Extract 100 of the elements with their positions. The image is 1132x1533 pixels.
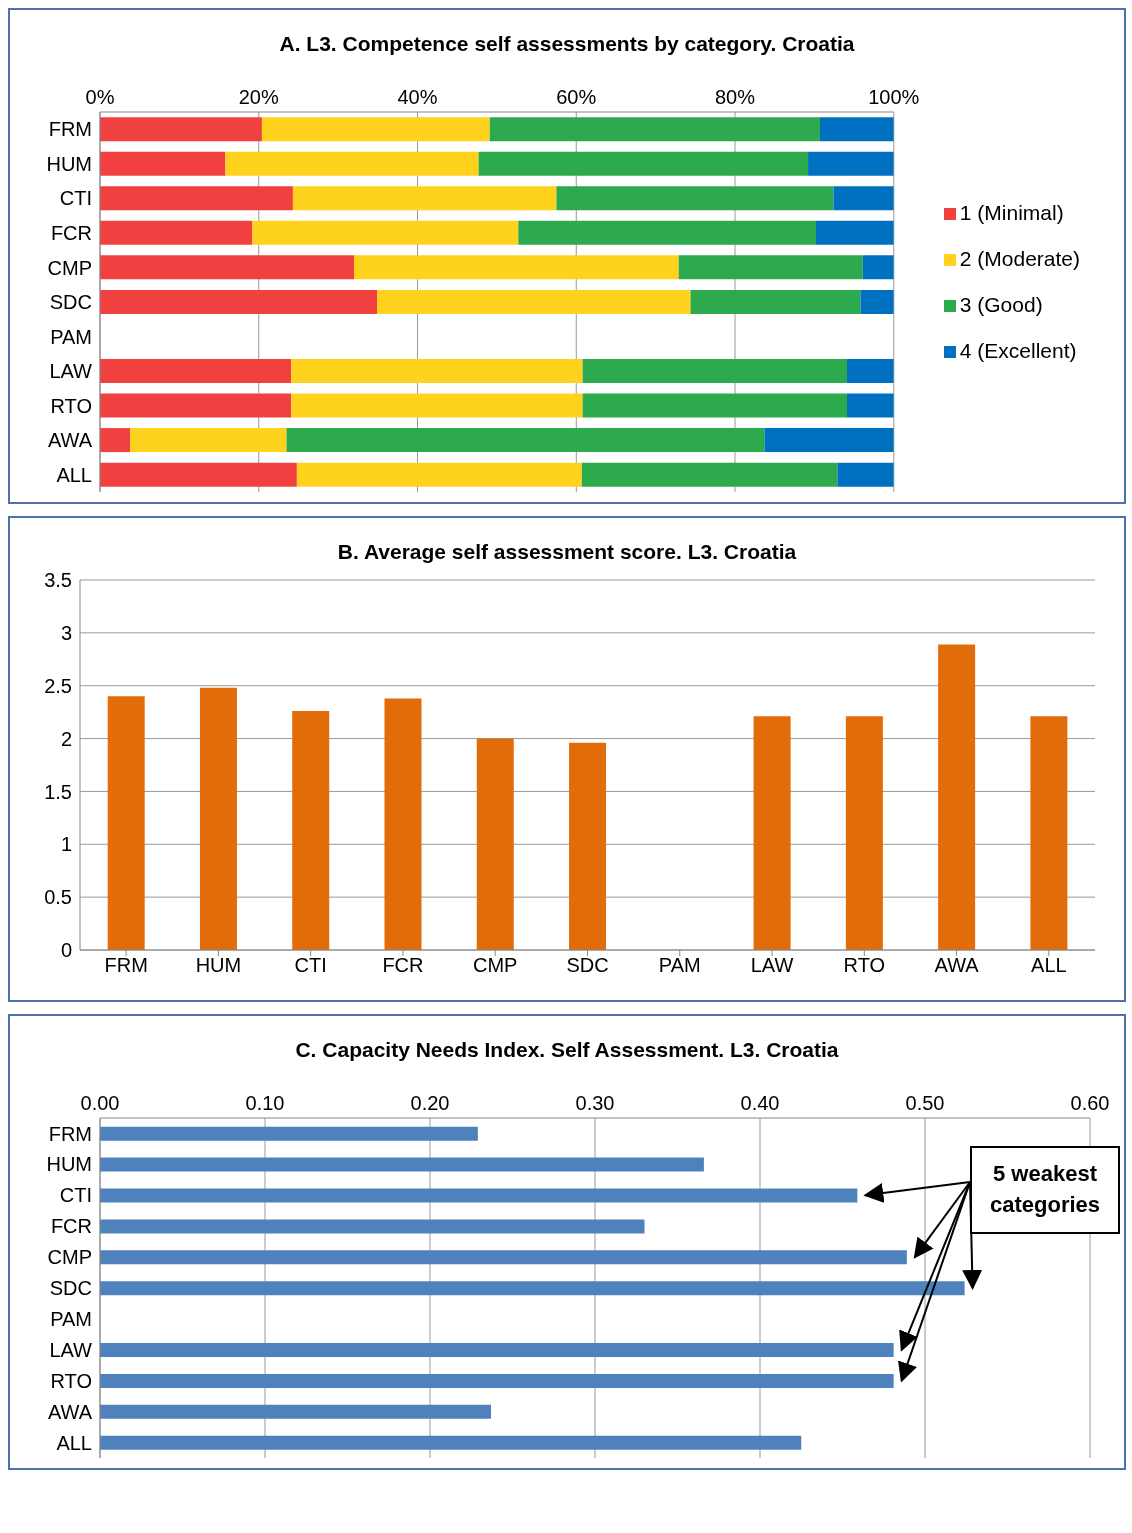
- x-tick-label: 20%: [238, 86, 279, 108]
- bar: [764, 428, 894, 453]
- chart-title: A. L3. Competence self assessments by category. Croatia: [278, 31, 856, 57]
- bar: [845, 716, 883, 950]
- bar: [225, 151, 479, 176]
- y-tick-label: ALL: [56, 463, 92, 486]
- y-tick-label: FCR: [50, 1215, 92, 1238]
- bar: [862, 255, 894, 280]
- bar: [753, 716, 791, 950]
- bar: [100, 117, 262, 142]
- x-tick-label: 40%: [397, 86, 438, 108]
- x-tick-label: 80%: [715, 86, 756, 108]
- x-tick-label: 0%: [85, 86, 115, 108]
- legend-label: 3 (Good): [959, 293, 1043, 316]
- y-tick-label: AWA: [47, 429, 93, 452]
- y-tick-label: CMP: [47, 1246, 92, 1269]
- y-tick-label: CMP: [47, 256, 92, 279]
- x-tick-label: RTO: [843, 954, 886, 977]
- bar: [100, 186, 293, 211]
- y-tick-label: CTI: [59, 1184, 92, 1207]
- bar: [690, 289, 861, 314]
- bar: [286, 428, 765, 453]
- bar: [100, 1373, 894, 1388]
- bar: [100, 1435, 802, 1450]
- bar: [582, 359, 847, 383]
- bar: [199, 687, 237, 950]
- legend-label: 4 (Excellent): [959, 339, 1077, 362]
- chart-title: B. Average self assessment score. L3. Croatia: [336, 539, 798, 565]
- bar: [252, 220, 519, 245]
- bar: [100, 393, 292, 418]
- x-tick-label: SDC: [566, 954, 609, 977]
- x-tick-label: 100%: [868, 86, 920, 108]
- bar: [292, 711, 330, 950]
- bar: [100, 1343, 894, 1358]
- bar: [100, 1219, 645, 1234]
- bar: [107, 696, 145, 950]
- y-tick-label: 1: [60, 833, 72, 856]
- x-tick-label: 0.20: [410, 1092, 450, 1114]
- bar: [100, 1188, 858, 1203]
- y-tick-label: 2: [60, 727, 72, 750]
- bar: [100, 1126, 478, 1141]
- y-tick-label: FRM: [48, 118, 92, 141]
- y-tick-label: FCR: [50, 222, 92, 245]
- legend-label: 1 (Minimal): [959, 201, 1064, 224]
- bar: [1030, 716, 1068, 950]
- bar: [478, 151, 809, 176]
- y-tick-label: AWA: [47, 1400, 93, 1423]
- bar: [100, 1250, 907, 1265]
- x-tick-label: AWA: [934, 954, 980, 977]
- y-tick-label: 3.5: [44, 569, 72, 592]
- y-tick-label: 2.5: [44, 674, 72, 697]
- y-tick-label: PAM: [50, 325, 92, 348]
- y-tick-label: 0: [60, 939, 72, 962]
- bar: [292, 186, 557, 211]
- bar: [815, 220, 894, 245]
- y-tick-label: RTO: [50, 1369, 92, 1392]
- y-tick-label: PAM: [50, 1308, 92, 1331]
- y-tick-label: HUM: [46, 1153, 92, 1176]
- bar: [100, 359, 292, 383]
- legend-label: 2 (Moderate): [959, 247, 1080, 270]
- bar: [489, 117, 820, 142]
- bar: [291, 393, 583, 418]
- y-tick-label: SDC: [49, 291, 92, 314]
- bar: [100, 289, 378, 314]
- y-tick-label: FRM: [48, 1122, 92, 1145]
- annotation: 5 weakest categories: [988, 1160, 1102, 1219]
- bar: [819, 117, 894, 142]
- x-tick-label: 0.30: [575, 1092, 615, 1114]
- bar: [296, 462, 582, 487]
- bar: [569, 742, 607, 950]
- bar: [846, 359, 894, 383]
- x-tick-label: LAW: [750, 954, 794, 977]
- y-tick-label: RTO: [50, 394, 92, 417]
- bar: [581, 462, 838, 487]
- x-tick-label: 0.40: [740, 1092, 780, 1114]
- bar: [860, 289, 894, 314]
- x-tick-label: HUM: [195, 954, 242, 977]
- x-tick-label: FRM: [104, 954, 148, 977]
- y-tick-label: 1.5: [44, 780, 72, 803]
- bar: [130, 428, 287, 453]
- bar: [100, 1404, 492, 1419]
- bar: [261, 117, 490, 142]
- x-tick-label: FCR: [382, 954, 424, 977]
- bar: [100, 428, 131, 453]
- bar: [846, 393, 894, 418]
- y-tick-label: LAW: [49, 360, 93, 383]
- bar: [518, 220, 816, 245]
- y-tick-label: CTI: [59, 187, 92, 210]
- bar: [354, 255, 679, 280]
- bar: [582, 393, 847, 418]
- x-tick-label: 0.60: [1070, 1092, 1110, 1114]
- bar: [377, 289, 691, 314]
- bar: [384, 698, 422, 950]
- bar: [291, 359, 583, 383]
- bar: [938, 644, 976, 950]
- bar: [100, 1281, 965, 1296]
- bar: [476, 738, 514, 950]
- x-tick-label: ALL: [1031, 954, 1067, 977]
- x-tick-label: PAM: [658, 954, 701, 977]
- chart-title: C. Capacity Needs Index. Self Assessment. L3. Croatia: [294, 1037, 840, 1063]
